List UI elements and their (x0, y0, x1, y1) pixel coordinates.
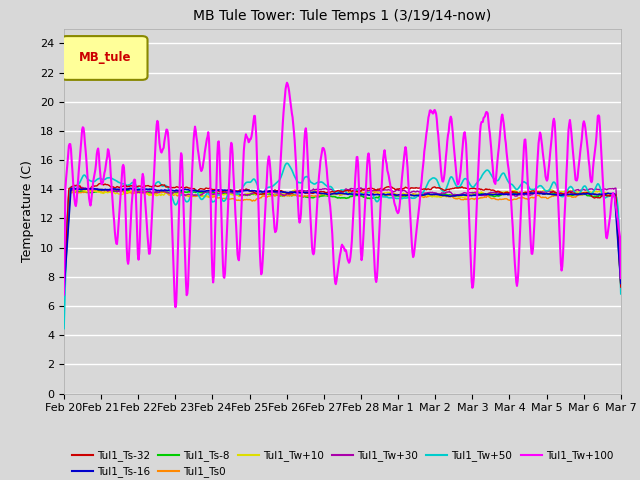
Text: MB_tule: MB_tule (78, 51, 131, 64)
Legend: Tul1_Ts-32, Tul1_Ts-16, Tul1_Ts-8, Tul1_Ts0, Tul1_Tw+10, Tul1_Tw+30, Tul1_Tw+50,: Tul1_Ts-32, Tul1_Ts-16, Tul1_Ts-8, Tul1_… (68, 446, 617, 480)
Title: MB Tule Tower: Tule Temps 1 (3/19/14-now): MB Tule Tower: Tule Temps 1 (3/19/14-now… (193, 10, 492, 24)
Y-axis label: Temperature (C): Temperature (C) (22, 160, 35, 262)
FancyBboxPatch shape (61, 36, 147, 80)
